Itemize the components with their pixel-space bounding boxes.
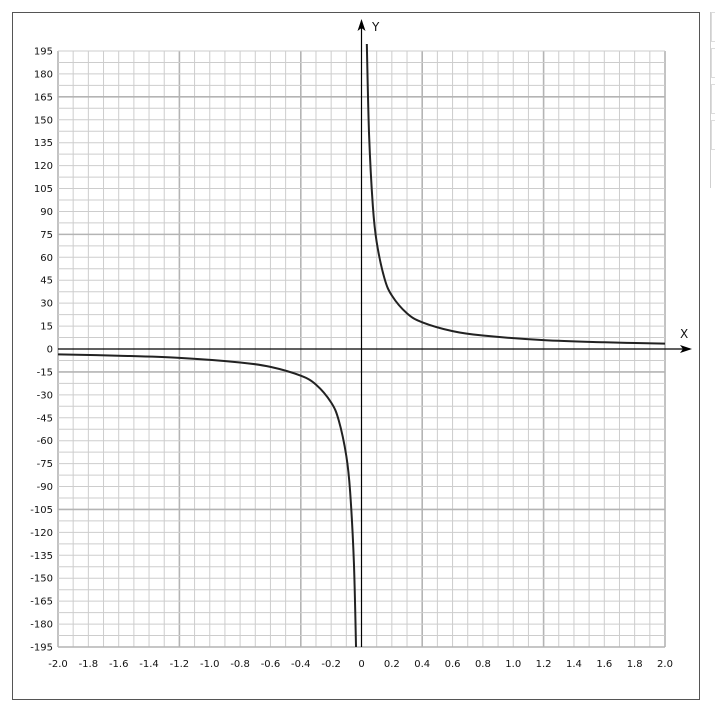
y-tick-label: -75: [37, 459, 53, 470]
y-tick-label: -165: [30, 597, 53, 608]
series-line-2: [365, 44, 666, 345]
y-tick-label: 180: [34, 69, 53, 80]
x-tick-label: 0.8: [475, 659, 491, 670]
y-tick-label: -180: [30, 620, 53, 631]
x-tick-label: 1.2: [536, 659, 552, 670]
x-tick-label: -0.2: [321, 659, 341, 670]
y-tick-label: 0: [47, 345, 53, 356]
y-tick-label: 105: [34, 184, 53, 195]
y-axis: 1951801651501351201059075604530150-15-30…: [30, 19, 366, 654]
x-tick-label: 1.8: [627, 659, 643, 670]
y-tick-label: -90: [37, 482, 53, 493]
y-tick-label: -60: [37, 436, 53, 447]
side-panel-tab: [711, 120, 715, 150]
side-panel-tab: [711, 84, 715, 114]
y-tick-label: -45: [37, 413, 53, 424]
side-panel-tab: [711, 48, 715, 78]
y-tick-label: 165: [34, 92, 53, 103]
x-axis-arrow-icon: [680, 345, 692, 353]
x-tick-label: -1.6: [109, 659, 129, 670]
y-tick-label: 135: [34, 138, 53, 149]
x-tick-label: 0: [358, 659, 364, 670]
x-tick-label: 2.0: [657, 659, 673, 670]
x-tick-label: -0.4: [291, 659, 311, 670]
y-tick-label: 150: [34, 115, 53, 126]
y-tick-label: 15: [40, 322, 53, 333]
x-tick-label: 1.0: [505, 659, 521, 670]
x-tick-label: -2.0: [48, 659, 68, 670]
x-tick-label: 0.2: [384, 659, 400, 670]
x-axis-title: X: [680, 327, 688, 341]
y-tick-label: -15: [37, 367, 53, 378]
x-tick-label: -1.4: [139, 659, 159, 670]
y-tick-label: -135: [30, 551, 53, 562]
side-panel-edge: [710, 12, 715, 188]
y-tick-label: -120: [30, 528, 53, 539]
series-line-1: [58, 353, 358, 647]
y-tick-label: 30: [40, 299, 53, 310]
y-tick-label: 195: [34, 47, 53, 58]
y-axis-title: Y: [371, 20, 380, 34]
side-panel-tab: [711, 12, 715, 42]
x-tick-label: -1.0: [200, 659, 220, 670]
y-tick-label: 90: [40, 207, 53, 218]
series-group: [58, 44, 666, 647]
y-tick-label: -150: [30, 574, 53, 585]
x-tick-label: -1.8: [79, 659, 99, 670]
x-tick-label: 1.4: [566, 659, 582, 670]
x-tick-label: 0.6: [445, 659, 461, 670]
x-tick-label: 1.6: [596, 659, 612, 670]
x-tick-label: -0.8: [230, 659, 250, 670]
y-tick-label: 45: [40, 276, 53, 287]
y-tick-label: -30: [37, 390, 53, 401]
x-tick-label: -1.2: [170, 659, 190, 670]
y-tick-label: 75: [40, 230, 53, 241]
x-axis: -2.0 -1.8 -1.6 -1.4 -1.2 -1.0 -0.8 -0.6 -0.4 -0.2…: [48, 345, 692, 670]
y-tick-label: 120: [34, 161, 53, 172]
x-tick-label: 0.4: [414, 659, 430, 670]
x-tick-label: -0.6: [261, 659, 281, 670]
y-axis-arrow-icon: [357, 19, 366, 31]
y-tick-label: 60: [40, 253, 53, 264]
y-tick-label: -105: [30, 505, 53, 516]
y-tick-label: -195: [30, 643, 53, 654]
